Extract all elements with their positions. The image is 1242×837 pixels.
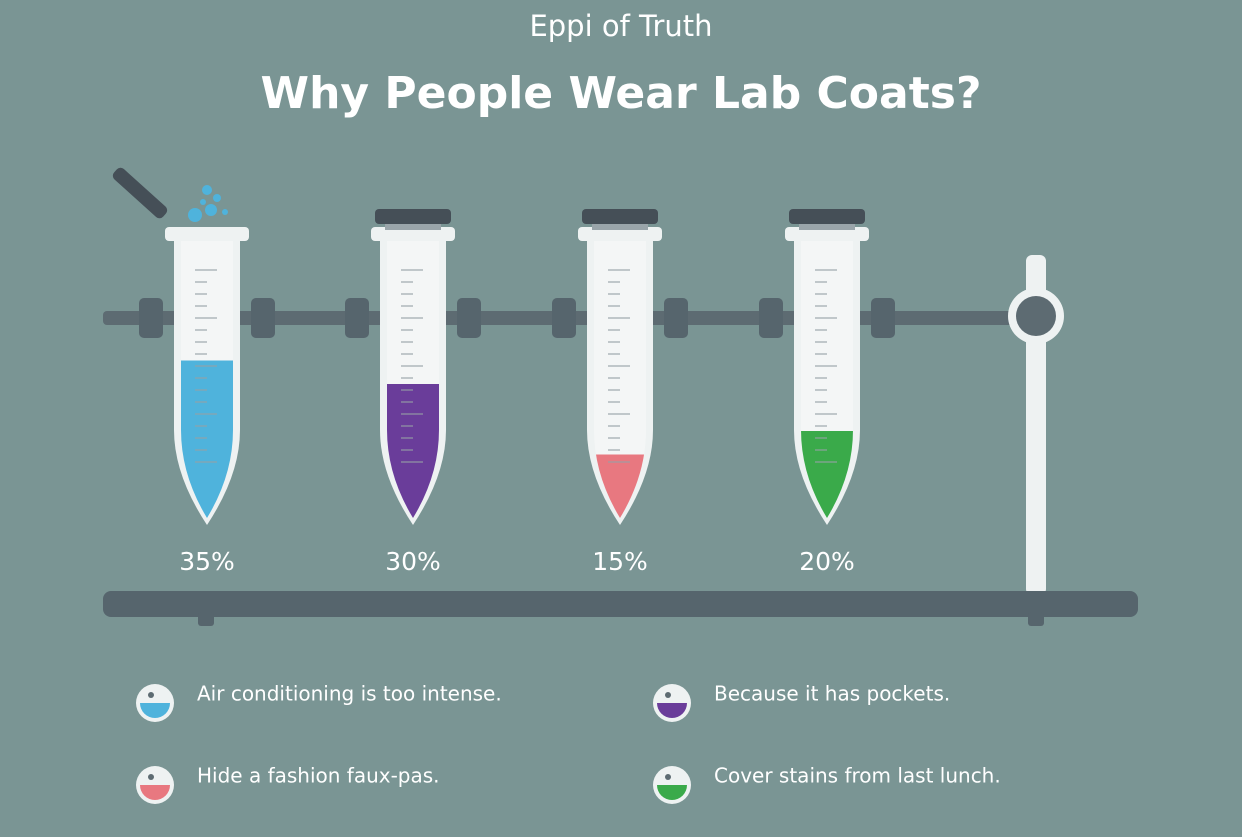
bubble [202, 185, 212, 195]
cap [375, 209, 451, 224]
legend-label: Cover stains from last lunch. [714, 764, 1001, 788]
stand-foot [1028, 612, 1044, 626]
legend-label: Air conditioning is too intense. [197, 682, 502, 706]
chart-title: Why People Wear Lab Coats? [261, 68, 982, 119]
stand-base [103, 591, 1138, 617]
chart-subtitle: Eppi of Truth [529, 9, 712, 43]
value-label: 30% [385, 547, 441, 576]
clamp [664, 298, 688, 338]
stand-clamp [1016, 296, 1056, 336]
legend-label: Hide a fashion faux-pas. [197, 764, 440, 788]
bubble [222, 209, 228, 215]
tube-lip [165, 227, 249, 241]
clamp [345, 298, 369, 338]
bubble [200, 199, 206, 205]
legend-bubble [148, 774, 154, 780]
legend-swatch [657, 703, 687, 718]
clamp [552, 298, 576, 338]
clamp [139, 298, 163, 338]
legend-bubble [665, 774, 671, 780]
value-label: 35% [179, 547, 235, 576]
tube-lip [578, 227, 662, 241]
bubble [205, 204, 217, 216]
clamp [759, 298, 783, 338]
tube-lip [785, 227, 869, 241]
clamp [457, 298, 481, 338]
legend-label: Because it has pockets. [714, 682, 950, 706]
clamp [251, 298, 275, 338]
open-cap [112, 167, 168, 219]
legend-swatch [140, 785, 170, 800]
legend-swatch [140, 703, 170, 718]
legend-swatch [657, 785, 687, 800]
cap [582, 209, 658, 224]
cap-band [592, 224, 648, 230]
cap-band [799, 224, 855, 230]
cap-band [385, 224, 441, 230]
value-label: 20% [799, 547, 855, 576]
legend-bubble [148, 692, 154, 698]
bubble [188, 208, 202, 222]
legend-bubble [665, 692, 671, 698]
value-label: 15% [592, 547, 648, 576]
bubble [213, 194, 221, 202]
clamp [871, 298, 895, 338]
tube-lip [371, 227, 455, 241]
stand-foot [198, 612, 214, 626]
cap [789, 209, 865, 224]
